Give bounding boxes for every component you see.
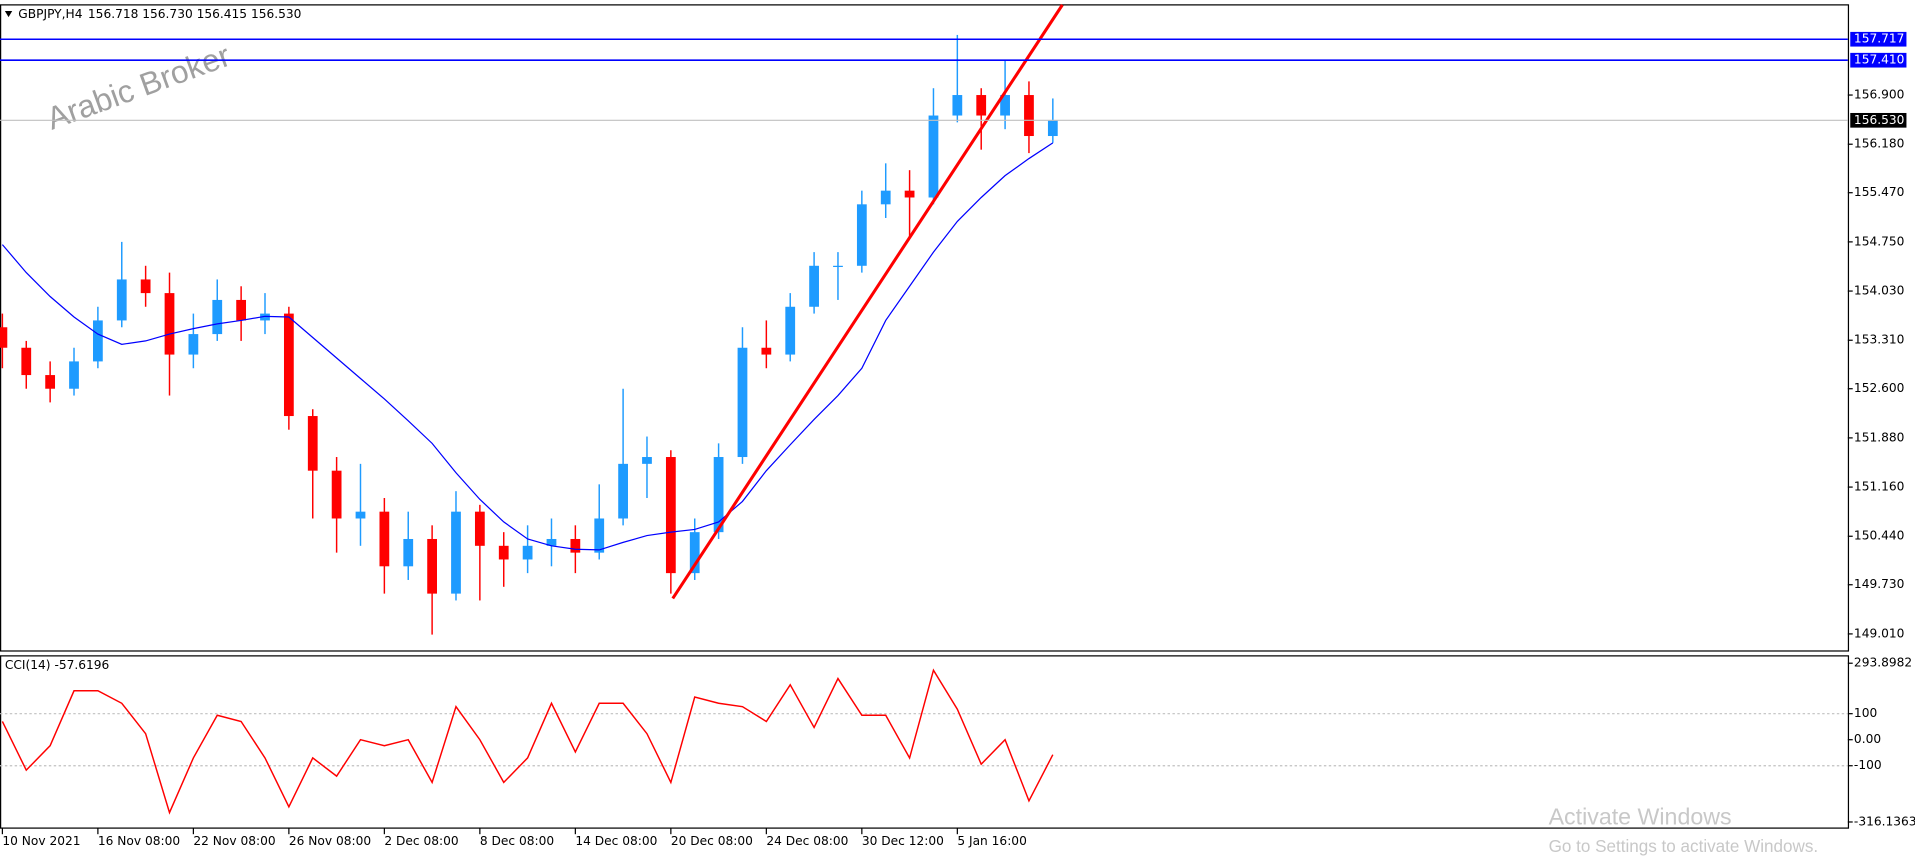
- candle-body: [307, 416, 318, 471]
- candle-body: [737, 347, 748, 458]
- y-tick-label: 150.440: [1854, 529, 1904, 543]
- y-tick-label: 153.310: [1854, 333, 1904, 347]
- candle-body: [570, 538, 581, 553]
- candle-body: [45, 375, 56, 389]
- menu-arrow[interactable]: [4, 10, 13, 18]
- y-tick-label: 156.180: [1854, 137, 1904, 151]
- y-tick-label: 151.880: [1854, 430, 1904, 444]
- candle-body: [952, 95, 963, 116]
- candle-body: [355, 511, 366, 519]
- candle-body: [522, 545, 533, 560]
- candle-body: [785, 306, 796, 355]
- y-tick-label: 100: [1854, 706, 1877, 720]
- candle-body: [140, 279, 151, 294]
- candle-body: [594, 518, 605, 553]
- candle-body: [116, 279, 127, 321]
- cci-line: [1, 668, 1054, 815]
- indicator-title: CCI(14) -57.6196: [5, 658, 109, 672]
- candle-body: [1024, 95, 1034, 137]
- candle-body: [928, 115, 939, 198]
- horizontal-line-box: [1850, 52, 1907, 68]
- activation-title: Activate Windows: [1549, 803, 1732, 829]
- x-tick-label: 16 Nov 08:00: [98, 834, 180, 848]
- horizontal-line-box: [1850, 31, 1907, 47]
- last-price-box: [1850, 112, 1907, 128]
- candle-body: [642, 457, 652, 464]
- activation-text: Go to Settings to activate Windows.: [1549, 837, 1819, 856]
- candle-body: [474, 511, 485, 546]
- cci-panel: [0, 655, 1850, 829]
- candle-body: [379, 511, 390, 567]
- y-tick-label: 152.600: [1854, 381, 1904, 395]
- x-tick-label: 10 Nov 2021: [2, 834, 80, 848]
- candle-body: [69, 361, 79, 389]
- candle-body: [880, 190, 891, 205]
- y-tick-label: 293.8982: [1854, 656, 1912, 670]
- candle-body: [665, 457, 676, 574]
- x-tick-label: 20 Dec 08:00: [671, 834, 753, 848]
- candle-body: [976, 95, 987, 116]
- x-tick-label: 14 Dec 08:00: [575, 834, 657, 848]
- candle-body: [403, 538, 414, 567]
- y-tick-label: 156.900: [1854, 88, 1904, 102]
- candle-body: [451, 511, 461, 594]
- x-tick-label: 24 Dec 08:00: [766, 834, 848, 848]
- y-tick-label: -316.1363: [1854, 814, 1915, 828]
- candle-body: [0, 327, 8, 348]
- y-tick-label: 0.00: [1854, 732, 1881, 746]
- trend-line: [671, 4, 1064, 600]
- y-tick-label: 149.010: [1854, 626, 1904, 640]
- candle-body: [1047, 120, 1058, 137]
- candle-body: [283, 313, 294, 417]
- x-tick-label: 26 Nov 08:00: [289, 834, 371, 848]
- candle-body: [331, 470, 342, 519]
- candle-body: [498, 545, 509, 560]
- x-tick-label: 22 Nov 08:00: [193, 834, 275, 848]
- horizontal-line-label: 157.410: [1854, 53, 1904, 67]
- candle-body: [809, 265, 819, 307]
- candle-body: [618, 463, 628, 519]
- x-tick-label: 8 Dec 08:00: [480, 834, 554, 848]
- candle-body: [904, 190, 915, 198]
- horizontal-line-label: 157.717: [1854, 32, 1904, 46]
- y-tick-label: 154.750: [1854, 234, 1904, 248]
- symbol: GBPJPY,H4: [18, 7, 82, 21]
- candle-body: [188, 334, 199, 355]
- quote: 156.718 156.730 156.415 156.530: [88, 7, 301, 21]
- candle-body: [833, 265, 843, 268]
- candle-body: [260, 313, 270, 321]
- last-price-label: 156.530: [1854, 113, 1904, 127]
- candle-body: [689, 532, 700, 574]
- candle-body: [212, 299, 223, 335]
- x-tick-label: 30 Dec 12:00: [862, 834, 944, 848]
- y-tick-label: 155.470: [1854, 185, 1904, 199]
- candle-body: [21, 347, 32, 376]
- candle-body: [856, 204, 867, 266]
- moving-average: [1, 142, 1054, 551]
- candle-body: [761, 347, 772, 355]
- candle-body: [713, 457, 724, 533]
- candle-body: [427, 538, 438, 594]
- x-tick-label: 2 Dec 08:00: [384, 834, 458, 848]
- x-tick-label: 5 Jan 16:00: [957, 834, 1027, 848]
- y-tick-label: 149.730: [1854, 577, 1904, 591]
- y-tick-label: 154.030: [1854, 284, 1904, 298]
- y-tick-label: -100: [1854, 758, 1882, 772]
- candle-body: [236, 299, 247, 321]
- candle-body: [1000, 95, 1010, 116]
- candle-body: [546, 538, 557, 546]
- candle-body: [164, 293, 175, 355]
- y-tick-label: 151.160: [1854, 480, 1904, 494]
- candle-body: [92, 320, 103, 362]
